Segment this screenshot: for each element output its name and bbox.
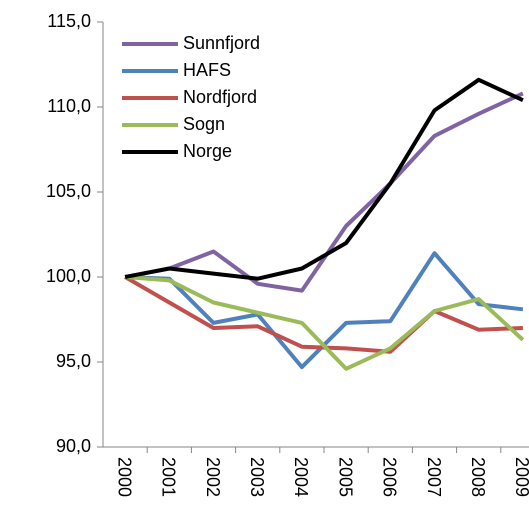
x-tick-label: 2009 <box>512 457 529 497</box>
x-tick-label: 2002 <box>203 457 223 497</box>
y-tick-label: 105,0 <box>46 181 91 201</box>
line <box>124 275 525 371</box>
y-tick-label: 90,0 <box>56 436 91 456</box>
legend-label: Sogn <box>183 114 225 134</box>
x-tick-label: 2001 <box>159 457 179 497</box>
legend-label: HAFS <box>183 60 231 80</box>
legend-label: Nordfjord <box>183 87 257 107</box>
x-tick-label: 2007 <box>424 457 444 497</box>
y-tick-label: 95,0 <box>56 351 91 371</box>
x-tick-label: 2000 <box>114 457 134 497</box>
x-tick-label: 2008 <box>468 457 488 497</box>
legend-label: Sunnfjord <box>183 33 260 53</box>
x-tick-label: 2003 <box>247 457 267 497</box>
legend-label: Norge <box>183 141 232 161</box>
line <box>124 91 524 293</box>
y-tick-label: 100,0 <box>46 266 91 286</box>
x-tick-label: 2004 <box>291 457 311 497</box>
x-tick-label: 2006 <box>380 457 400 497</box>
y-tick-label: 110,0 <box>47 96 91 116</box>
x-tick-label: 2005 <box>335 457 355 497</box>
line <box>124 77 524 281</box>
y-tick-label: 115,0 <box>47 11 91 31</box>
